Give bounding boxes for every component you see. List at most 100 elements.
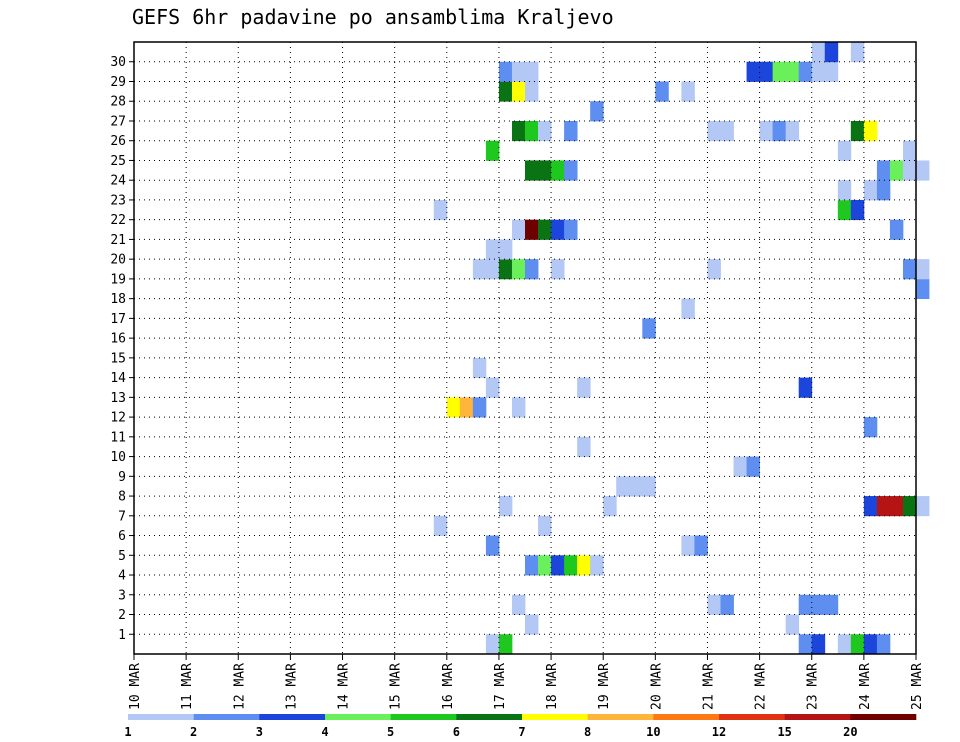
precip-cell xyxy=(798,594,813,615)
precip-cell xyxy=(472,259,487,280)
precip-cell xyxy=(498,61,513,82)
precip-cell xyxy=(902,160,917,181)
precip-cell xyxy=(538,219,552,240)
precip-cell xyxy=(902,140,917,161)
precip-cell xyxy=(850,199,865,221)
precip-cell xyxy=(837,634,852,655)
precip-cell xyxy=(889,219,904,240)
precip-cell xyxy=(551,160,565,181)
colorbar-label: 7 xyxy=(518,725,525,739)
x-tick-label: 19 MAR xyxy=(597,663,612,710)
precip-cell xyxy=(525,120,539,142)
precip-cell xyxy=(538,120,552,142)
precip-cell xyxy=(485,259,500,280)
y-tick-label: 10 xyxy=(110,450,126,465)
y-tick-label: 19 xyxy=(110,272,126,287)
y-tick-label: 18 xyxy=(110,292,126,307)
y-tick-label: 23 xyxy=(110,193,126,208)
precip-cell xyxy=(564,219,578,240)
precip-cell xyxy=(590,101,604,122)
colorbar-swatch xyxy=(719,714,785,720)
y-tick-label: 6 xyxy=(118,529,126,544)
precip-cell xyxy=(916,160,930,181)
precip-cell xyxy=(642,476,656,497)
precip-cell xyxy=(889,496,904,517)
precip-cell xyxy=(720,594,734,615)
precip-cell xyxy=(577,555,591,576)
y-tick-label: 7 xyxy=(118,509,126,524)
y-tick-label: 4 xyxy=(118,569,126,584)
x-tick-label: 16 MAR xyxy=(441,663,456,710)
precip-cell xyxy=(511,81,526,102)
precip-cell xyxy=(525,259,539,280)
precip-cell xyxy=(863,496,878,517)
precip-cell xyxy=(707,594,721,615)
precip-cell xyxy=(902,259,917,280)
precip-cell xyxy=(811,61,826,82)
precip-cell xyxy=(863,120,878,142)
colorbar-swatch xyxy=(784,714,851,720)
precip-cell xyxy=(798,377,813,398)
y-tick-label: 16 xyxy=(110,332,126,347)
y-tick-label: 15 xyxy=(110,351,126,366)
precip-cell xyxy=(902,496,917,517)
precip-cell xyxy=(472,397,487,418)
y-tick-label: 9 xyxy=(118,470,126,485)
x-tick-label: 25 MAR xyxy=(910,663,925,710)
precip-cell xyxy=(498,81,513,102)
plot-grid xyxy=(134,42,916,654)
precip-cell xyxy=(511,594,526,615)
precip-cell xyxy=(850,120,865,142)
precip-cell xyxy=(850,634,865,655)
colorbar-label: 5 xyxy=(387,725,394,739)
y-tick-label: 17 xyxy=(110,312,126,327)
precip-cell xyxy=(811,634,826,655)
precip-cell xyxy=(707,120,721,142)
x-axis-ticks: 10 MAR 11 MAR 12 MAR 13 MAR 14 MAR 15 MAR 16 M… xyxy=(128,654,925,710)
precip-cell xyxy=(707,259,721,280)
precip-cell xyxy=(538,515,552,536)
y-tick-label: 27 xyxy=(110,114,126,129)
colorbar-swatch xyxy=(587,714,654,720)
precip-cell xyxy=(733,456,747,477)
precip-cell xyxy=(498,259,513,280)
colorbar-label: 10 xyxy=(646,725,660,739)
precip-cell xyxy=(837,180,852,201)
precip-cell xyxy=(863,417,878,438)
colorbar-label: 15 xyxy=(777,725,791,739)
precip-cell xyxy=(511,61,526,82)
colorbar-label: 12 xyxy=(712,725,726,739)
precip-cell xyxy=(772,61,787,82)
precip-cell xyxy=(485,634,500,655)
precip-cell xyxy=(772,120,787,142)
precip-cell xyxy=(511,219,526,240)
colorbar-label: 3 xyxy=(256,725,263,739)
y-tick-label: 5 xyxy=(118,549,126,564)
y-tick-label: 1 xyxy=(118,628,126,643)
precip-cell xyxy=(525,555,539,576)
precip-cell xyxy=(759,61,774,82)
precip-cell xyxy=(694,535,708,556)
y-tick-label: 22 xyxy=(110,213,126,228)
x-tick-label: 10 MAR xyxy=(128,663,143,710)
y-tick-label: 11 xyxy=(110,430,126,445)
precip-cell xyxy=(876,180,891,201)
colorbar-swatch xyxy=(390,714,457,720)
precip-cell xyxy=(785,614,800,635)
precip-cell xyxy=(564,555,578,576)
precip-cell xyxy=(498,634,513,655)
precip-cell xyxy=(824,61,839,82)
precip-cell xyxy=(837,199,852,221)
y-tick-label: 20 xyxy=(110,253,126,268)
colorbar-swatch xyxy=(456,714,523,720)
precip-cell xyxy=(485,377,500,398)
precip-cell xyxy=(759,120,774,142)
precip-cell xyxy=(577,377,591,398)
precip-cell xyxy=(498,239,513,260)
precip-cell xyxy=(837,140,852,161)
x-tick-label: 20 MAR xyxy=(649,663,664,710)
precip-cell xyxy=(472,357,487,379)
precip-cell xyxy=(525,61,539,82)
precip-cell xyxy=(876,496,891,517)
